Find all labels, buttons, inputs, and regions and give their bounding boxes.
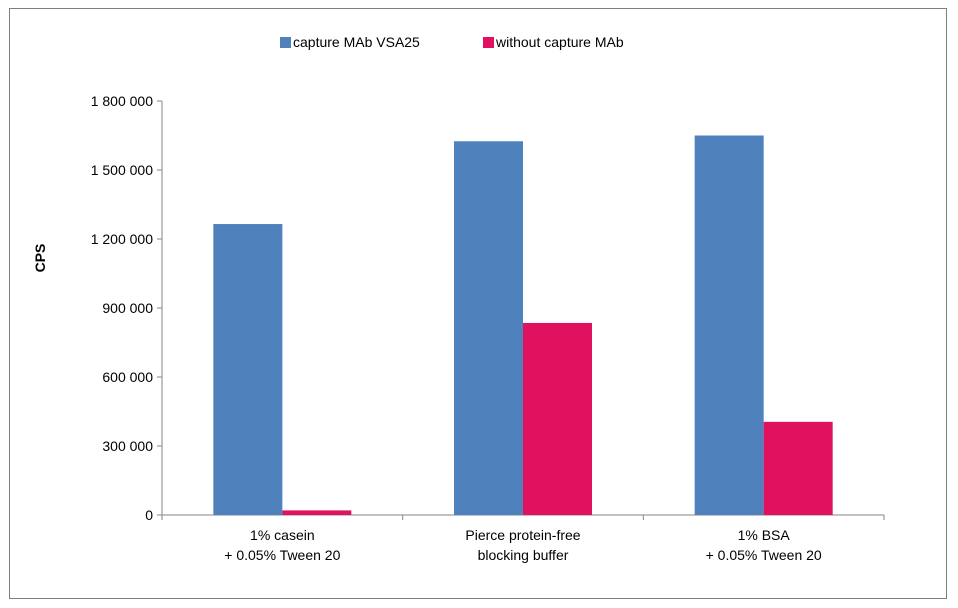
y-tick-label: 1 500 000 xyxy=(91,162,153,178)
legend-label-without-capture-mab: without capture MAb xyxy=(495,34,624,50)
plot-area: 0 300 000 600 000 900 000 1 200 000 1 500 000… xyxy=(91,93,885,563)
legend-label-capture-mab: capture MAb VSA25 xyxy=(293,34,420,50)
y-tick-label: 300 000 xyxy=(102,438,153,454)
bar-capture-mab xyxy=(213,224,283,516)
x-category-label: 1% casein xyxy=(250,527,315,543)
legend-swatch-without-capture-mab xyxy=(483,37,494,48)
y-axis-title: CPS xyxy=(32,244,48,273)
x-category-label: Pierce protein-free xyxy=(465,527,580,543)
bar-without-capture-mab xyxy=(523,322,592,515)
x-category-label: blocking buffer xyxy=(478,547,569,563)
y-tick-label: 1 200 000 xyxy=(91,231,153,247)
y-tick-label: 600 000 xyxy=(102,369,153,385)
bar-capture-mab xyxy=(694,135,764,515)
bar-without-capture-mab xyxy=(763,421,833,515)
y-tick-label: 0 xyxy=(145,507,153,523)
x-category-label: 1% BSA xyxy=(738,527,791,543)
legend-swatch-capture-mab xyxy=(280,37,291,48)
y-tick-label: 1 800 000 xyxy=(91,93,153,109)
x-category-label: + 0.05% Tween 20 xyxy=(224,547,340,563)
bar-capture-mab xyxy=(454,141,523,515)
x-category-label: + 0.05% Tween 20 xyxy=(706,547,822,563)
bar-without-capture-mab xyxy=(282,510,352,515)
legend: capture MAb VSA25 without capture MAb xyxy=(280,34,624,50)
y-tick-label: 900 000 xyxy=(102,300,153,316)
